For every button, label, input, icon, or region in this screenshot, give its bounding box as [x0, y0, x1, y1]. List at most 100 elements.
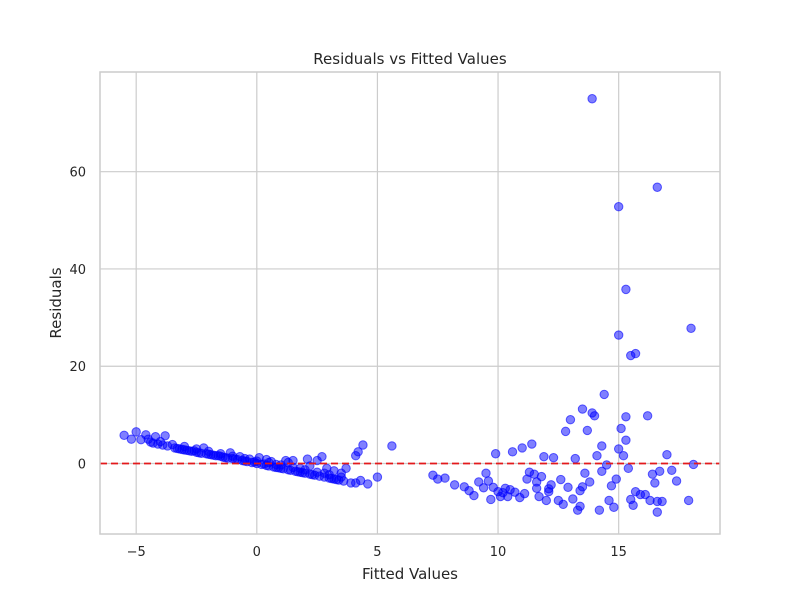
- scatter-point: [575, 501, 585, 511]
- scatter-point: [167, 439, 178, 450]
- scatter-point: [261, 454, 272, 465]
- scatter-point: [372, 472, 383, 482]
- scatter-point: [319, 468, 330, 478]
- scatter-point: [469, 490, 479, 501]
- scatter-point: [353, 447, 363, 457]
- scatter-point: [358, 440, 368, 450]
- scatter-point: [240, 453, 250, 464]
- scatter-point: [519, 488, 530, 499]
- y-tick-label: 20: [69, 360, 86, 375]
- scatter-point: [486, 494, 496, 505]
- scatter-point: [203, 446, 214, 457]
- scatter-point: [295, 463, 305, 474]
- scatter-point: [613, 444, 624, 454]
- x-tick-label: 0: [253, 545, 261, 560]
- scatter-point: [613, 202, 624, 212]
- scatter-point: [654, 466, 665, 476]
- scatter-point: [565, 415, 576, 425]
- scatter-point: [507, 447, 518, 457]
- scatter-point: [449, 480, 460, 490]
- scatter-point: [577, 482, 588, 492]
- scatter-point: [336, 472, 346, 482]
- x-axis-title: Fitted Values: [362, 565, 458, 583]
- scatter-point: [613, 330, 624, 340]
- scatter-points: [119, 94, 699, 517]
- scatter-point: [587, 94, 597, 104]
- scatter-point: [215, 449, 226, 459]
- scatter-point: [594, 505, 605, 515]
- scatter-point: [683, 495, 694, 506]
- scatter-point: [556, 474, 566, 485]
- x-tick-label: 15: [610, 545, 627, 560]
- scatter-point: [642, 411, 653, 421]
- scatter-point: [618, 451, 629, 461]
- scatter-point: [662, 450, 672, 460]
- scatter-point: [126, 434, 137, 444]
- scatter-point: [227, 451, 238, 461]
- scatter-point: [271, 459, 281, 470]
- scatter-point: [483, 476, 494, 486]
- y-tick-label: 0: [78, 457, 86, 472]
- scatter-point: [531, 483, 542, 493]
- scatter-point: [355, 475, 366, 486]
- scatter-point: [688, 459, 699, 470]
- scatter-point: [534, 491, 544, 502]
- scatter-point: [597, 466, 607, 476]
- scatter-point: [544, 484, 554, 494]
- scatter-point: [652, 182, 662, 192]
- scatter-point: [580, 468, 590, 478]
- y-axis-title: Residuals: [47, 267, 65, 338]
- scatter-point: [601, 460, 612, 470]
- scatter-point: [563, 482, 573, 493]
- scatter-point: [560, 426, 571, 437]
- scatter-point: [626, 350, 636, 361]
- scatter-point: [536, 471, 547, 482]
- scatter-point: [570, 453, 580, 464]
- scatter-point: [317, 451, 327, 462]
- scatter-point: [143, 434, 153, 444]
- scatter-point: [592, 451, 602, 461]
- x-tick-label: 5: [373, 545, 381, 560]
- scatter-point: [616, 423, 626, 434]
- scatter-point: [611, 474, 621, 484]
- scatter-point: [609, 502, 619, 512]
- scatter-point: [585, 477, 595, 487]
- scatter-point: [541, 495, 552, 506]
- chart-title: Residuals vs Fitted Values: [313, 50, 507, 68]
- scatter-point: [628, 500, 638, 511]
- scatter-point: [131, 427, 141, 437]
- scatter-point: [191, 444, 202, 454]
- scatter-point: [667, 465, 677, 475]
- scatter-point: [387, 441, 397, 451]
- scatter-point: [621, 284, 631, 295]
- scatter-point: [329, 466, 339, 476]
- x-tick-label: 10: [490, 545, 507, 560]
- scatter-point: [517, 443, 527, 453]
- y-tick-label: 40: [69, 263, 86, 278]
- scatter-point: [283, 457, 293, 468]
- scatter-point: [597, 441, 607, 451]
- scatter-point: [604, 495, 614, 506]
- scatter-point: [119, 430, 129, 440]
- scatter-point: [582, 425, 593, 436]
- scatter-point: [558, 499, 568, 510]
- y-tick-labels: 0 20 40 60: [69, 166, 86, 473]
- scatter-point: [652, 496, 662, 507]
- scatter-point: [490, 449, 501, 459]
- y-tick-label: 60: [69, 166, 86, 181]
- scatter-point: [650, 478, 660, 488]
- scatter-point: [589, 411, 600, 421]
- scatter-point: [179, 441, 190, 452]
- scatter-point: [599, 389, 609, 400]
- scatter-point: [527, 439, 537, 449]
- plot-frame: [99, 71, 721, 535]
- x-tick-labels: −5 0 5 10 15: [127, 545, 627, 560]
- scatter-point: [686, 323, 696, 333]
- x-tick-label: −5: [127, 545, 146, 560]
- scatter-point: [652, 507, 662, 517]
- scatter-point: [341, 463, 351, 474]
- scatter-point: [548, 452, 559, 463]
- scatter-point: [539, 451, 549, 462]
- scatter-point: [671, 476, 682, 486]
